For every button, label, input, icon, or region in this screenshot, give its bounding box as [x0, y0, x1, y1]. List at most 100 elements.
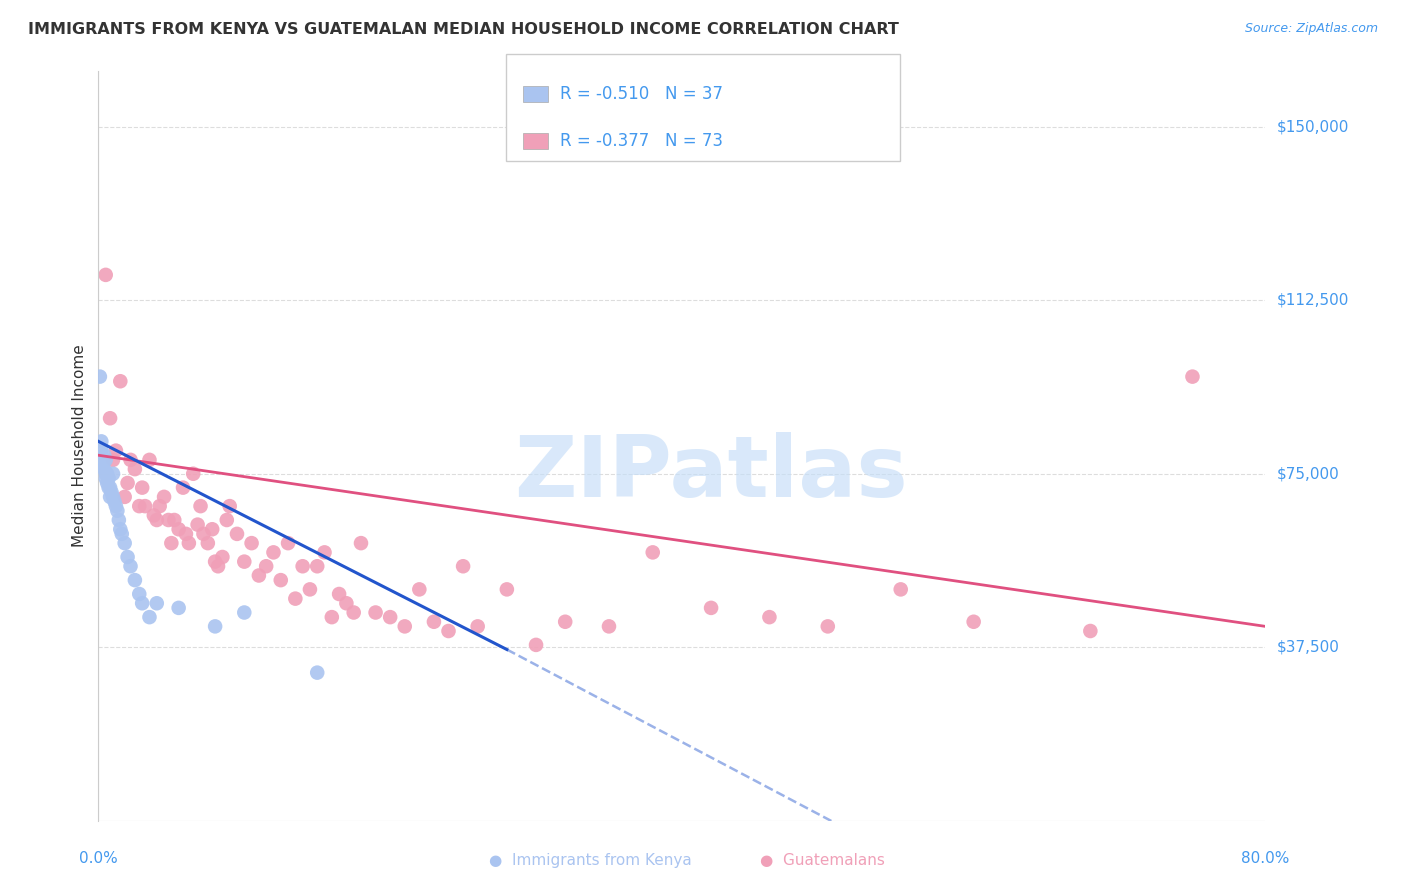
Point	[90, 443, 112, 458]
Point	[110, 522, 132, 536]
Point	[641, 545, 664, 559]
Point	[94, 471, 117, 485]
Point	[163, 513, 186, 527]
Point	[197, 536, 219, 550]
Point	[111, 527, 134, 541]
Point	[204, 619, 226, 633]
Point	[142, 508, 165, 523]
Point	[254, 559, 277, 574]
Point	[307, 559, 329, 574]
Point	[167, 600, 190, 615]
Point	[149, 499, 172, 513]
Point	[758, 610, 780, 624]
Point	[204, 555, 226, 569]
Point	[138, 610, 160, 624]
Point	[97, 481, 120, 495]
Point	[153, 490, 176, 504]
Point	[114, 490, 136, 504]
Point	[172, 481, 194, 495]
Point	[380, 610, 402, 624]
Point	[240, 536, 263, 550]
Text: $112,500: $112,500	[1277, 293, 1348, 308]
Point	[193, 527, 215, 541]
Point	[117, 475, 139, 490]
Point	[94, 453, 117, 467]
Point	[94, 268, 117, 282]
Point	[496, 582, 519, 597]
Point	[160, 536, 183, 550]
Point	[124, 462, 146, 476]
Point	[321, 610, 343, 624]
Point	[128, 499, 150, 513]
Point	[146, 596, 169, 610]
Point	[233, 555, 256, 569]
Point	[524, 638, 547, 652]
Point	[131, 481, 153, 495]
Point	[117, 549, 139, 564]
Point	[207, 559, 229, 574]
Point	[307, 665, 329, 680]
Point	[134, 499, 156, 513]
Y-axis label: Median Household Income: Median Household Income	[72, 344, 87, 548]
Point	[1181, 369, 1204, 384]
Point	[131, 596, 153, 610]
Text: R = -0.510   N = 37: R = -0.510 N = 37	[560, 86, 723, 103]
Point	[98, 481, 121, 495]
Point	[451, 559, 474, 574]
Point	[108, 513, 131, 527]
Point	[97, 471, 120, 485]
Point	[181, 467, 204, 481]
Point	[93, 448, 115, 462]
Point	[233, 606, 256, 620]
Point	[91, 458, 114, 472]
Point	[114, 536, 136, 550]
Point	[190, 499, 212, 513]
Point	[284, 591, 307, 606]
Text: ZIPatlas: ZIPatlas	[515, 433, 908, 516]
Point	[262, 545, 284, 559]
Point	[423, 615, 446, 629]
Point	[554, 615, 576, 629]
Point	[890, 582, 912, 597]
Point	[328, 587, 350, 601]
Point	[128, 587, 150, 601]
Point	[98, 490, 121, 504]
Point	[314, 545, 336, 559]
Point	[138, 453, 160, 467]
Point	[96, 475, 118, 490]
Point	[467, 619, 489, 633]
Point	[291, 559, 314, 574]
Point	[167, 522, 190, 536]
Point	[101, 467, 124, 481]
Point	[298, 582, 321, 597]
Point	[100, 485, 122, 500]
Point	[120, 453, 142, 467]
Point	[96, 467, 118, 481]
Point	[343, 606, 366, 620]
Point	[124, 573, 146, 587]
Text: R = -0.377   N = 73: R = -0.377 N = 73	[560, 132, 723, 150]
Point	[215, 513, 238, 527]
Point	[157, 513, 180, 527]
Text: $150,000: $150,000	[1277, 120, 1348, 135]
Point	[211, 549, 233, 564]
Point	[91, 453, 114, 467]
Point	[226, 527, 249, 541]
Text: 80.0%: 80.0%	[1241, 851, 1289, 866]
Point	[218, 499, 240, 513]
Point	[277, 536, 299, 550]
Point	[89, 369, 111, 384]
Point	[146, 513, 169, 527]
Point	[247, 568, 270, 582]
Text: IMMIGRANTS FROM KENYA VS GUATEMALAN MEDIAN HOUSEHOLD INCOME CORRELATION CHART: IMMIGRANTS FROM KENYA VS GUATEMALAN MEDI…	[28, 22, 898, 37]
Point	[105, 504, 128, 518]
Point	[104, 443, 127, 458]
Point	[364, 606, 387, 620]
Point	[270, 573, 292, 587]
Text: ●  Guatemalans: ● Guatemalans	[761, 854, 884, 868]
Point	[94, 467, 117, 481]
Point	[437, 624, 460, 638]
Point	[598, 619, 620, 633]
Point	[103, 494, 125, 508]
Point	[408, 582, 430, 597]
